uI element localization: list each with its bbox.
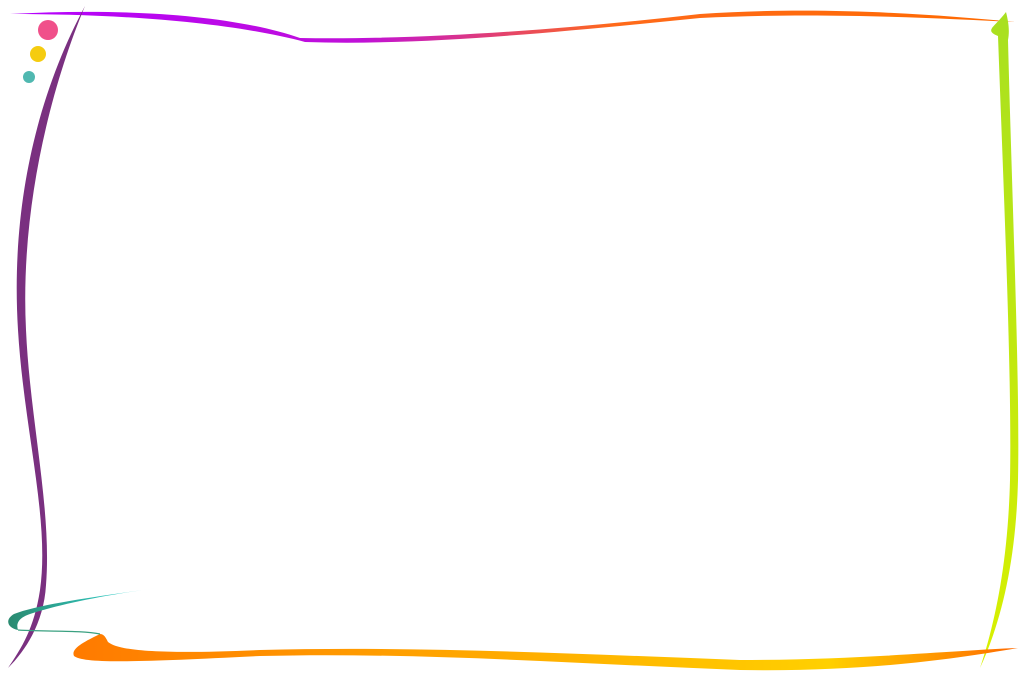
teal-swoosh: [8, 588, 159, 630]
teal-thread: [17, 629, 101, 635]
top-stroke: [10, 10, 1015, 43]
teal-dot: [23, 71, 35, 83]
right-stroke: [980, 12, 1019, 668]
left-stroke: [8, 6, 85, 668]
bottom-stroke: [73, 634, 1018, 671]
yellow-dot: [30, 46, 46, 62]
pink-dot: [38, 20, 58, 40]
